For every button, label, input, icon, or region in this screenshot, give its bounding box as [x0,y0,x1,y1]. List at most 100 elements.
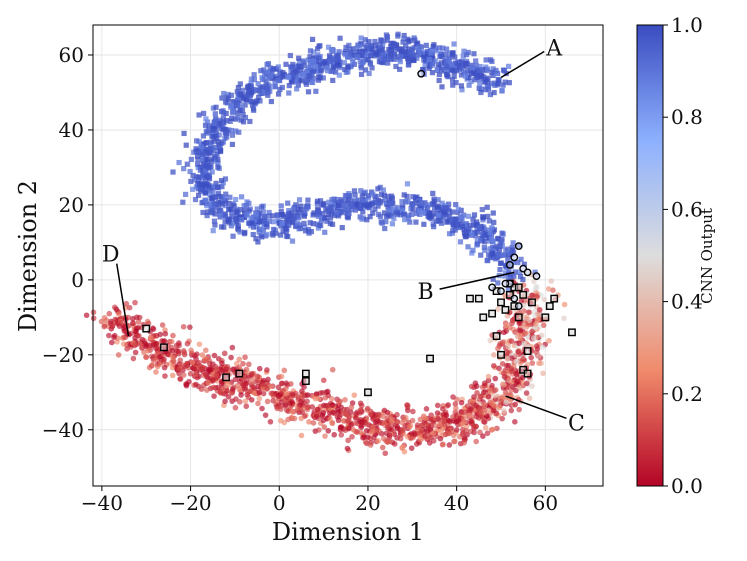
data-point-square-893 [434,203,440,209]
data-point-square-726 [204,119,211,125]
data-point-square-1153 [306,230,312,236]
data-point-square-1687 [517,273,524,280]
data-point-square-1085 [430,43,436,50]
data-point-circle-962 [198,386,205,392]
highlight-square-2 [222,373,230,382]
data-point-square-854 [196,192,202,198]
data-point-circle-602 [428,423,434,429]
data-point-circle-1312 [400,427,406,434]
data-point-square-1386 [421,66,427,73]
data-point-circle-61 [540,370,546,377]
data-point-square-1116 [204,200,210,207]
data-point-square-1596 [401,211,408,217]
data-point-circle-847 [134,314,140,321]
data-point-circle-1150 [210,361,216,367]
data-point-circle-1341 [211,352,218,359]
data-point-square-950 [468,78,474,84]
data-point-square-935 [305,68,311,74]
data-point-square-253 [384,37,390,43]
data-point-circle-1130 [391,441,398,447]
data-point-circle-736 [362,439,369,445]
data-point-square-754 [367,46,373,52]
data-point-square-1252 [462,70,469,76]
data-point-square-1417 [330,67,336,73]
data-point-square-973 [436,77,442,84]
data-point-circle-595 [351,392,358,398]
data-point-square-1406 [493,67,499,74]
data-point-circle-1291 [399,419,406,426]
highlight-square-5 [301,377,310,385]
data-point-square-1274 [477,63,483,70]
data-point-circle-636 [194,351,200,357]
data-point-square-493 [367,214,373,220]
data-point-square-919 [207,192,213,198]
data-point-circle-1308 [184,340,191,347]
data-point-square-806 [366,39,372,45]
data-point-square-829 [311,49,317,55]
data-point-square-1650 [328,55,334,61]
data-point-circle-1441 [343,411,350,417]
data-point-circle-1255 [523,314,530,320]
data-point-circle-1462 [219,385,226,392]
data-point-square-1451 [339,225,345,231]
data-point-square-1424 [305,204,311,210]
data-point-square-1383 [216,121,223,127]
data-point-circle-1467 [357,407,364,413]
data-point-square-730 [213,130,219,137]
data-point-circle-1475 [510,318,516,324]
data-point-circle-946 [487,337,494,344]
data-point-square-1119 [265,90,271,96]
data-point-circle-1144 [523,390,530,396]
data-point-square-1263 [254,98,260,104]
data-point-square-838 [382,197,388,203]
highlight-square-3 [235,369,244,378]
data-point-circle-457 [529,383,535,389]
data-point-square-1454 [221,126,227,132]
data-point-square-732 [404,181,411,187]
data-point-square-1625 [196,182,203,188]
data-point-square-407 [275,91,282,97]
highlight-square-0 [142,324,151,333]
data-point-circle-1155 [126,304,133,311]
data-point-square-1679 [463,228,470,235]
data-point-square-1548 [484,258,490,264]
data-point-square-844 [212,153,218,159]
highlight-square-20 [514,283,523,292]
data-point-circle-981 [502,389,509,396]
data-point-square-0 [309,36,316,43]
highlight-circle-5 [523,268,532,277]
data-point-square-427 [379,220,385,226]
data-point-square-296 [196,112,202,118]
data-point-square-206 [403,43,409,49]
data-point-square-1689 [237,91,243,98]
data-point-square-1642 [426,212,432,219]
data-point-square-26 [401,32,407,39]
data-point-square-1041 [320,60,326,67]
data-point-square-987 [288,64,295,70]
data-point-circle-1370 [354,429,360,435]
y-tick-label-1: −20 [42,343,84,367]
data-point-square-378 [413,219,419,225]
data-point-square-1699 [299,78,305,84]
data-point-circle-371 [349,400,356,406]
data-point-square-1138 [253,236,259,242]
data-point-square-1633 [416,208,422,214]
data-point-square-772 [482,238,488,245]
data-point-square-692 [270,213,276,219]
data-point-square-629 [302,210,308,217]
data-point-circle-274 [513,387,519,394]
data-point-square-127 [430,190,436,196]
data-point-circle-990 [453,405,459,412]
data-point-circle-897 [236,364,242,371]
data-point-square-265 [441,68,447,74]
data-point-circle-1487 [380,413,386,420]
data-point-square-1462 [397,59,403,65]
data-point-circle-980 [277,417,284,424]
data-point-circle-1015 [218,364,225,371]
data-point-circle-1074 [443,412,450,419]
data-point-square-1210 [203,182,209,188]
data-point-circle-1457 [508,338,515,344]
data-point-circle-939 [495,306,501,312]
data-point-circle-449 [281,367,288,374]
data-point-circle-1485 [406,424,413,430]
